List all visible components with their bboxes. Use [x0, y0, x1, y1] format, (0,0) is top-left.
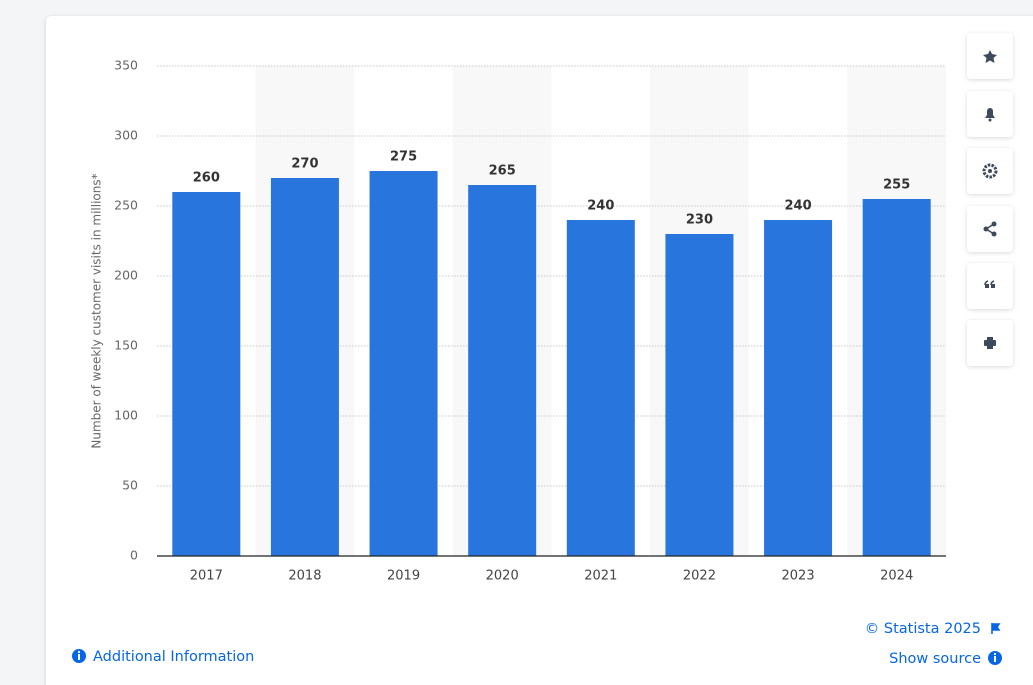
additional-info-link[interactable]: Additional Information	[72, 649, 254, 665]
x-tick-label: 2022	[683, 569, 716, 584]
copyright-link[interactable]: © Statista 2025	[865, 621, 1001, 637]
bar	[270, 178, 339, 556]
toolbar	[967, 33, 1013, 366]
x-tick-label: 2017	[190, 569, 223, 584]
data-label: 270	[291, 157, 318, 172]
data-label: 255	[883, 178, 910, 193]
favorite-button[interactable]	[967, 33, 1013, 79]
x-tick-label: 2023	[782, 569, 815, 584]
y-tick-label: 250	[114, 198, 138, 213]
bar	[665, 234, 734, 556]
cite-button[interactable]	[967, 263, 1013, 309]
data-label: 275	[390, 150, 417, 165]
show-source: Show source	[889, 651, 981, 667]
bar	[764, 220, 833, 556]
data-label: 260	[193, 171, 220, 186]
data-label: 265	[489, 164, 516, 179]
chart: 0 50 100 150 200 250 300 350 260 2017 270 2018 275 20…	[114, 58, 946, 584]
print-button[interactable]	[967, 320, 1013, 366]
show-source-link[interactable]: Show source	[889, 651, 1002, 667]
alert-button[interactable]	[967, 91, 1013, 137]
x-tick-label: 2019	[387, 569, 420, 584]
bar	[369, 171, 438, 556]
bar	[172, 192, 241, 556]
x-tick-label: 2021	[584, 569, 617, 584]
x-tick-label: 2020	[486, 569, 519, 584]
y-tick-label: 200	[114, 268, 138, 283]
settings-button[interactable]	[967, 148, 1013, 194]
additional-info: Additional Information	[93, 649, 254, 665]
bar	[566, 220, 635, 556]
y-tick-label: 50	[122, 478, 138, 493]
y-tick-label: 300	[114, 128, 138, 143]
x-tick-label: 2024	[880, 569, 913, 584]
bar	[862, 199, 931, 556]
y-axis-label: Number of weekly customer visits in mill…	[90, 173, 104, 448]
copyright: © Statista 2025	[865, 621, 981, 637]
y-tick-label: 0	[130, 548, 138, 563]
share-button[interactable]	[967, 206, 1013, 252]
data-label: 230	[686, 213, 713, 228]
y-tick-label: 150	[114, 338, 138, 353]
x-tick-label: 2018	[288, 569, 321, 584]
y-tick-label: 100	[114, 408, 138, 423]
data-label: 240	[784, 199, 811, 214]
data-label: 240	[587, 199, 614, 214]
bar	[468, 185, 537, 556]
y-tick-label: 350	[114, 58, 138, 73]
